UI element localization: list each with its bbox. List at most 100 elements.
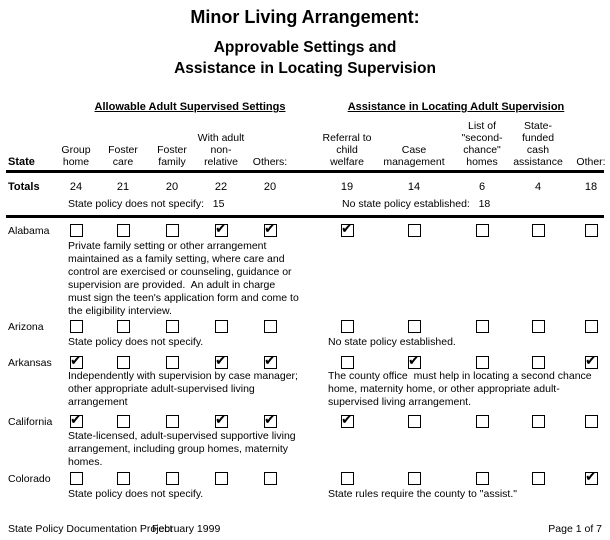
checkbox-other: [585, 353, 598, 369]
checkbox-foster-family: [166, 415, 179, 428]
footer-project: State Policy Documentation Project: [8, 523, 173, 535]
total-foster-family: 20: [165, 181, 179, 193]
checkbox-referral-child-welfare: [341, 221, 354, 237]
checkbox-group-home: [70, 224, 83, 237]
group-header-settings: Allowable Adult Supervised Settings: [94, 101, 286, 113]
state-name: Alabama: [8, 225, 50, 237]
checkbox-others: [264, 412, 277, 428]
checkbox-state-funded-cash: [532, 356, 545, 369]
state-note-settings: State policy does not specify.: [68, 488, 204, 500]
state-row-california: California: [0, 412, 610, 429]
checkbox-second-chance-homes: [476, 320, 489, 333]
column-header-foster-family: Foster family: [157, 144, 187, 168]
checkbox-foster-family: [166, 320, 179, 333]
checkbox-others: [264, 320, 277, 333]
totals-label: Totals: [8, 181, 40, 193]
column-header-referral-child-welfare: Referral to child welfare: [322, 132, 372, 168]
state-name: Arizona: [8, 321, 44, 333]
totals-divider: [6, 215, 604, 218]
checkbox-with-adult-non-relative: [215, 320, 228, 333]
checkbox-foster-family: [166, 472, 179, 485]
state-name: California: [8, 416, 53, 428]
header-divider: [6, 170, 604, 173]
column-header-other: Other:: [576, 156, 606, 168]
state-row-arkansas: Arkansas: [0, 353, 610, 370]
state-name: Arkansas: [8, 357, 52, 369]
total-referral-child-welfare: 19: [340, 181, 354, 193]
checkbox-group-home: [70, 412, 83, 428]
page-title: Minor Living Arrangement:: [190, 7, 420, 27]
checkbox-other: [585, 469, 598, 485]
column-header-case-management: Case management: [383, 144, 445, 168]
checkbox-referral-child-welfare: [341, 356, 354, 369]
total-others: 20: [263, 181, 277, 193]
checkbox-case-management: [408, 415, 421, 428]
column-header-row: State Group home Foster care Foster fami…: [0, 114, 610, 170]
state-row-colorado: Colorado: [0, 469, 610, 486]
checkbox-state-funded-cash: [532, 415, 545, 428]
checkbox-case-management: [408, 353, 421, 369]
checkbox-second-chance-homes: [476, 415, 489, 428]
checkbox-others: [264, 472, 277, 485]
checkbox-foster-care: [117, 356, 130, 369]
checkbox-referral-child-welfare: [341, 412, 354, 428]
checkbox-group-home: [70, 472, 83, 485]
state-note-settings: Independently with supervision by case m…: [68, 370, 298, 408]
state-note-settings: State policy does not specify.: [68, 336, 204, 348]
totals-note-settings: State policy does not specify: 15: [68, 198, 225, 210]
column-header-foster-care: Foster care: [108, 144, 138, 168]
checkbox-case-management: [408, 320, 421, 333]
total-other: 18: [584, 181, 598, 193]
checkbox-foster-family: [166, 356, 179, 369]
state-note-assistance: No state policy established.: [328, 336, 456, 348]
total-with-adult-non-relative: 22: [214, 181, 228, 193]
state-note-assistance: State rules require the county to "assis…: [328, 488, 517, 500]
column-header-state: State: [8, 156, 35, 168]
column-header-with-adult-non-relative: With adult non- relative: [197, 132, 245, 168]
total-second-chance-homes: 6: [478, 181, 486, 193]
checkbox-group-home: [70, 320, 83, 333]
totals-row: Totals 24 21 20 22 20 19 14 6 4 18: [0, 181, 610, 195]
checkbox-other: [585, 320, 598, 333]
state-note-assistance: The county office must help in locating …: [328, 370, 592, 408]
total-state-funded-cash: 4: [534, 181, 542, 193]
checkbox-other: [585, 415, 598, 428]
checkbox-case-management: [408, 472, 421, 485]
group-header-assistance: Assistance in Locating Adult Supervision: [347, 101, 565, 113]
checkbox-second-chance-homes: [476, 224, 489, 237]
total-case-management: 14: [407, 181, 421, 193]
footer-page-number: Page 1 of 7: [548, 523, 602, 535]
checkbox-state-funded-cash: [532, 224, 545, 237]
checkbox-foster-care: [117, 415, 130, 428]
footer-date: February 1999: [152, 523, 221, 535]
checkbox-foster-care: [117, 320, 130, 333]
column-header-others: Others:: [252, 156, 288, 168]
checkbox-referral-child-welfare: [341, 320, 354, 333]
checkbox-with-adult-non-relative: [215, 472, 228, 485]
total-group-home: 24: [69, 181, 83, 193]
column-header-group-home: Group home: [61, 144, 91, 168]
checkbox-others: [264, 221, 277, 237]
total-foster-care: 21: [116, 181, 130, 193]
checkbox-case-management: [408, 224, 421, 237]
checkbox-foster-care: [117, 224, 130, 237]
checkbox-group-home: [70, 353, 83, 369]
state-note-settings: State-licensed, adult-supervised support…: [68, 430, 296, 468]
state-row-arizona: Arizona: [0, 320, 610, 334]
state-row-alabama: Alabama: [0, 221, 610, 238]
checkbox-second-chance-homes: [476, 356, 489, 369]
state-note-settings: Private family setting or other arrangem…: [68, 240, 299, 317]
page-subtitle: Approvable Settings and Assistance in Lo…: [0, 37, 610, 79]
subtitle-line-1: Approvable Settings and: [213, 39, 397, 56]
checkbox-state-funded-cash: [532, 320, 545, 333]
checkbox-foster-family: [166, 224, 179, 237]
checkbox-second-chance-homes: [476, 472, 489, 485]
checkbox-with-adult-non-relative: [215, 412, 228, 428]
column-header-second-chance-homes: List of "second- chance" homes: [461, 120, 503, 168]
checkbox-other: [585, 224, 598, 237]
checkbox-foster-care: [117, 472, 130, 485]
checkbox-with-adult-non-relative: [215, 353, 228, 369]
checkbox-referral-child-welfare: [341, 472, 354, 485]
subtitle-line-2: Assistance in Locating Supervision: [174, 60, 436, 77]
